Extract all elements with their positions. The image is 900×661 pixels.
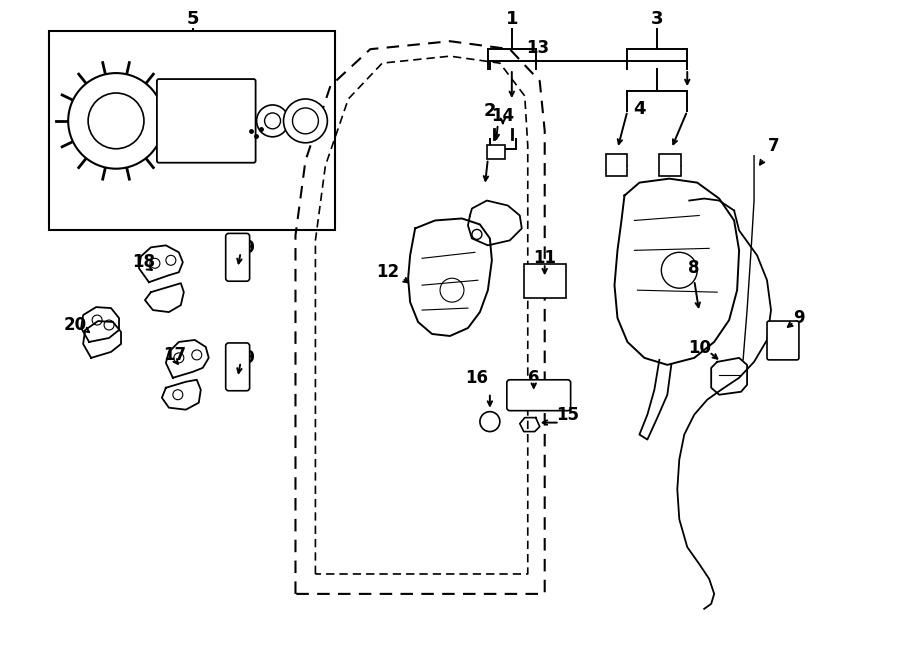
Circle shape bbox=[256, 105, 289, 137]
Text: 17: 17 bbox=[163, 346, 186, 364]
FancyBboxPatch shape bbox=[157, 79, 256, 163]
FancyBboxPatch shape bbox=[507, 380, 571, 410]
Text: 13: 13 bbox=[526, 39, 549, 58]
Text: 3: 3 bbox=[651, 11, 663, 28]
FancyBboxPatch shape bbox=[767, 321, 799, 360]
Text: 2: 2 bbox=[483, 102, 496, 120]
Text: 4: 4 bbox=[634, 100, 645, 118]
Text: 20: 20 bbox=[64, 316, 86, 334]
Bar bbox=[606, 154, 627, 176]
Text: 11: 11 bbox=[533, 249, 556, 267]
Text: 19: 19 bbox=[232, 349, 256, 367]
Circle shape bbox=[284, 99, 328, 143]
Bar bbox=[660, 154, 681, 176]
Bar bbox=[487, 145, 505, 159]
Bar bbox=[524, 264, 565, 298]
Text: 1: 1 bbox=[506, 11, 518, 28]
Text: 12: 12 bbox=[376, 263, 400, 281]
Text: 9: 9 bbox=[793, 309, 805, 327]
Text: 5: 5 bbox=[186, 11, 199, 28]
FancyBboxPatch shape bbox=[226, 233, 249, 281]
Circle shape bbox=[472, 229, 482, 239]
Text: 15: 15 bbox=[556, 406, 579, 424]
Text: 14: 14 bbox=[491, 107, 515, 125]
Text: 19: 19 bbox=[232, 239, 256, 257]
Text: 7: 7 bbox=[769, 137, 779, 155]
Text: 6: 6 bbox=[528, 369, 539, 387]
Bar bbox=[50, 31, 336, 231]
FancyBboxPatch shape bbox=[226, 343, 249, 391]
Text: 16: 16 bbox=[465, 369, 489, 387]
Text: 10: 10 bbox=[688, 339, 711, 357]
Circle shape bbox=[68, 73, 164, 169]
Text: 18: 18 bbox=[132, 253, 156, 271]
Text: 8: 8 bbox=[688, 259, 700, 277]
